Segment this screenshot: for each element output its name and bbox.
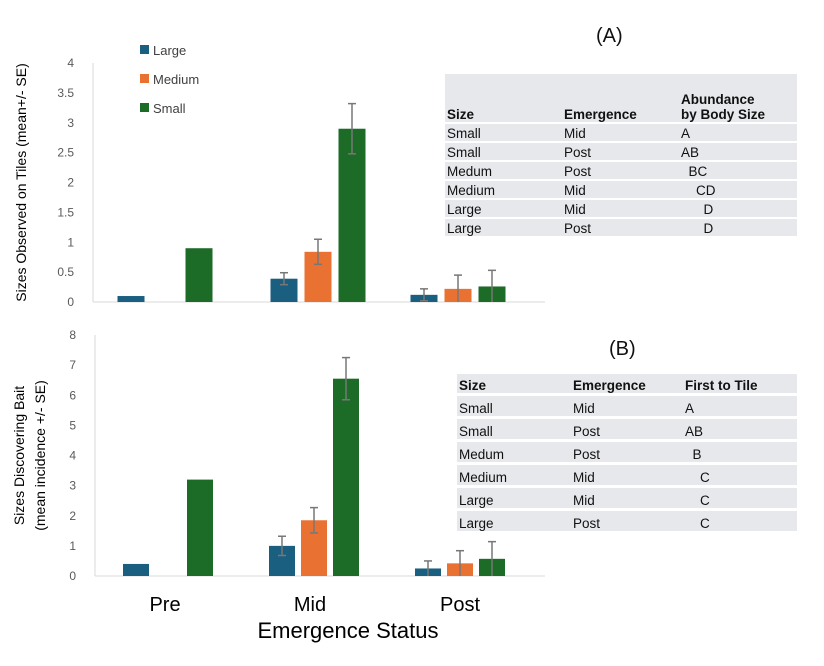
table-cell: Mid [562, 124, 679, 141]
table-cell: Post [562, 162, 679, 179]
panel-b-label: (B) [609, 338, 636, 360]
bar-small-mid [338, 128, 366, 302]
y-tick-label: 1 [67, 235, 74, 249]
header-emergence: Emergence [571, 374, 683, 393]
table-cell: Post [571, 419, 683, 439]
y-tick-label: 1.5 [57, 205, 74, 219]
y-tick-label: 3 [67, 116, 74, 130]
y-axis-title: Sizes Discovering Bait [11, 386, 27, 525]
table-cell: Medium [457, 465, 571, 485]
legend-swatch-small [140, 103, 149, 112]
y-axis-title: Sizes Observed on Tiles (mean+/- SE) [13, 63, 29, 302]
table-cell: Small [457, 396, 571, 416]
table-cell: B [683, 442, 797, 462]
y-tick-label: 0 [69, 569, 76, 583]
x-tick-label: Post [440, 594, 480, 616]
bar-small-mid [333, 378, 359, 576]
y-tick-label: 8 [69, 328, 76, 342]
legend-label-large: Large [153, 43, 186, 58]
table-cell: Mid [571, 488, 683, 508]
table-cell: Large [445, 200, 562, 217]
table-cell: Small [457, 419, 571, 439]
bar-small-pre [185, 248, 213, 302]
table-cell: C [683, 511, 797, 531]
legend-swatch-large [140, 45, 149, 54]
table-cell: Small [445, 143, 562, 160]
bar-large-pre [117, 296, 145, 302]
bar-large-mid [270, 278, 298, 302]
y-tick-label: 4 [69, 449, 76, 463]
table-b: Size Emergence First to Tile Small Mid A Smal… [457, 371, 797, 534]
table-cell: Medum [457, 442, 571, 462]
legend-label-medium: Medium [153, 72, 199, 87]
table-cell: A [683, 396, 797, 416]
x-axis-title: Emergence Status [258, 618, 439, 643]
header-size: Size [457, 374, 571, 393]
table-cell: AB [679, 143, 797, 160]
header-emergence: Emergence [562, 74, 679, 122]
y-axis-title-2: (mean incidence +/- SE) [32, 380, 48, 531]
table-cell: Small [445, 124, 562, 141]
header-abundance: Abundance by Body Size [679, 74, 797, 122]
table-cell: Post [562, 219, 679, 236]
table-row: Large Mid C [457, 488, 797, 508]
table-cell: Mid [571, 396, 683, 416]
header-first-to-tile: First to Tile [683, 374, 797, 393]
table-cell: D [679, 219, 797, 236]
table-row: Large Post D [445, 219, 797, 236]
table-cell: CD [679, 181, 797, 198]
table-cell: Large [457, 511, 571, 531]
table-row: Small Post AB [457, 419, 797, 439]
y-tick-label: 4 [67, 56, 74, 70]
y-tick-label: 5 [69, 418, 76, 432]
table-cell: C [683, 465, 797, 485]
y-tick-label: 6 [69, 388, 76, 402]
y-tick-label: 1 [69, 539, 76, 553]
y-tick-label: 0 [67, 295, 74, 309]
table-cell: Mid [562, 181, 679, 198]
table-row: Medum Post BC [445, 162, 797, 179]
table-cell: Medium [445, 181, 562, 198]
table-a: Size Emergence Abundance by Body Size Small… [445, 72, 797, 238]
y-tick-label: 2 [67, 176, 74, 190]
table-cell: C [683, 488, 797, 508]
legend-swatch-medium [140, 74, 149, 83]
y-tick-label: 3.5 [57, 86, 74, 100]
table-row: Large Mid D [445, 200, 797, 217]
table-cell: Large [457, 488, 571, 508]
table-cell: Medum [445, 162, 562, 179]
bar-small-pre [187, 479, 213, 576]
table-cell: Mid [571, 465, 683, 485]
x-tick-label: Pre [149, 594, 180, 616]
table-cell: Post [571, 511, 683, 531]
y-tick-label: 2.5 [57, 146, 74, 160]
legend-label-small: Small [153, 101, 186, 116]
table-cell: Large [445, 219, 562, 236]
table-row: Small Mid A [457, 396, 797, 416]
table-cell: A [679, 124, 797, 141]
table-row: Medum Post B [457, 442, 797, 462]
table-row: Small Post AB [445, 143, 797, 160]
table-cell: D [679, 200, 797, 217]
table-cell: BC [679, 162, 797, 179]
table-row: Small Mid A [445, 124, 797, 141]
table-cell: Post [562, 143, 679, 160]
table-cell: AB [683, 419, 797, 439]
y-tick-label: 7 [69, 358, 76, 372]
y-tick-label: 2 [69, 509, 76, 523]
table-row: Medium Mid C [457, 465, 797, 485]
table-row: Large Post C [457, 511, 797, 531]
table-cell: Mid [562, 200, 679, 217]
panel-a-label: (A) [596, 25, 623, 47]
table-cell: Post [571, 442, 683, 462]
x-tick-label: Mid [294, 594, 326, 616]
header-size: Size [445, 74, 562, 122]
y-tick-label: 3 [69, 479, 76, 493]
bar-large-pre [123, 563, 149, 576]
y-tick-label: 0.5 [57, 265, 74, 279]
table-row: Medium Mid CD [445, 181, 797, 198]
